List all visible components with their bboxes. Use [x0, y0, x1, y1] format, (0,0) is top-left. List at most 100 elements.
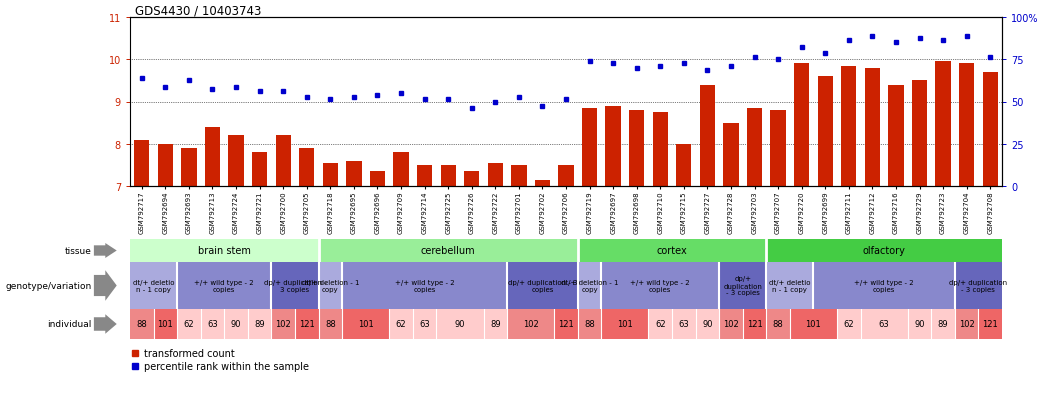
Bar [130, 240, 319, 262]
Bar [134, 140, 149, 187]
Bar [700, 85, 715, 187]
Bar [464, 172, 479, 187]
Bar [224, 309, 248, 339]
Bar [954, 262, 1002, 309]
Text: tissue: tissue [65, 247, 92, 255]
Bar [983, 73, 998, 187]
Bar [299, 149, 315, 187]
Bar [177, 309, 201, 339]
Text: dp/+
duplication
- 3 copies: dp/+ duplication - 3 copies [723, 276, 762, 296]
Text: 102: 102 [723, 320, 739, 329]
Text: 89: 89 [490, 320, 500, 329]
Text: dt/+ deletio
n - 1 copy: dt/+ deletio n - 1 copy [769, 279, 811, 292]
Bar [841, 66, 857, 187]
Bar [766, 240, 1002, 262]
Text: +/+ wild type - 2
copies: +/+ wild type - 2 copies [195, 279, 254, 292]
Text: dt/+ deletion - 1
copy: dt/+ deletion - 1 copy [301, 279, 359, 292]
Text: 63: 63 [678, 320, 689, 329]
Bar [157, 145, 173, 187]
Text: 101: 101 [157, 320, 173, 329]
Bar [652, 113, 668, 187]
Text: +/+ wild type - 2
copies: +/+ wild type - 2 copies [630, 279, 690, 292]
Text: 62: 62 [396, 320, 406, 329]
Bar [577, 309, 601, 339]
Text: 89: 89 [938, 320, 948, 329]
Text: dp/+ duplication - 3
copies: dp/+ duplication - 3 copies [507, 279, 577, 292]
Bar [319, 309, 342, 339]
Text: 63: 63 [419, 320, 430, 329]
Bar [483, 309, 507, 339]
Bar [295, 309, 319, 339]
Bar [719, 309, 743, 339]
Bar [932, 309, 954, 339]
Text: 90: 90 [231, 320, 242, 329]
Bar [648, 309, 672, 339]
Text: 62: 62 [183, 320, 194, 329]
Text: cortex: cortex [656, 246, 688, 256]
FancyArrow shape [94, 243, 117, 259]
Bar [959, 64, 974, 187]
Text: GDS4430 / 10403743: GDS4430 / 10403743 [135, 5, 262, 18]
Bar [413, 309, 437, 339]
Text: 102: 102 [275, 320, 291, 329]
FancyArrow shape [94, 271, 117, 301]
Bar [719, 262, 766, 309]
Text: 101: 101 [617, 320, 632, 329]
Bar [437, 309, 483, 339]
Text: dp/+ duplication -
3 copies: dp/+ duplication - 3 copies [264, 279, 326, 292]
Bar [766, 262, 814, 309]
Bar [672, 309, 696, 339]
Bar [747, 109, 762, 187]
Text: 121: 121 [983, 320, 998, 329]
Text: individual: individual [47, 320, 92, 329]
Bar [865, 69, 880, 187]
Bar [390, 309, 413, 339]
Text: 121: 121 [559, 320, 574, 329]
Text: 121: 121 [747, 320, 763, 329]
FancyArrow shape [94, 314, 117, 334]
Bar [766, 309, 790, 339]
Text: 88: 88 [585, 320, 595, 329]
Text: 62: 62 [655, 320, 666, 329]
Bar [629, 111, 644, 187]
Bar [577, 262, 601, 309]
Text: 62: 62 [843, 320, 854, 329]
Bar [696, 309, 719, 339]
Bar [601, 262, 719, 309]
Bar [581, 109, 597, 187]
Bar [130, 262, 177, 309]
Bar [201, 309, 224, 339]
Bar [512, 166, 526, 187]
Bar [888, 85, 903, 187]
Bar [441, 166, 455, 187]
Bar [507, 309, 554, 339]
Bar [743, 309, 766, 339]
Bar [978, 309, 1002, 339]
Bar [153, 309, 177, 339]
Bar [554, 309, 577, 339]
Bar [323, 164, 338, 187]
Bar [252, 153, 268, 187]
Bar [601, 309, 648, 339]
Text: +/+ wild type - 2
copies: +/+ wild type - 2 copies [395, 279, 454, 292]
Bar [130, 309, 153, 339]
Text: 63: 63 [207, 320, 218, 329]
Text: percentile rank within the sample: percentile rank within the sample [144, 361, 308, 371]
Bar [417, 166, 432, 187]
Text: transformed count: transformed count [144, 348, 234, 358]
Text: 102: 102 [959, 320, 974, 329]
Bar [605, 107, 621, 187]
Bar [394, 153, 408, 187]
Bar [342, 262, 507, 309]
Bar [861, 309, 908, 339]
Bar [275, 136, 291, 187]
Bar [814, 262, 954, 309]
Text: 88: 88 [137, 320, 147, 329]
Bar [577, 240, 766, 262]
Text: 101: 101 [805, 320, 821, 329]
Bar [794, 64, 810, 187]
Text: dp/+ duplication
- 3 copies: dp/+ duplication - 3 copies [949, 279, 1008, 292]
Bar [177, 262, 271, 309]
Bar [837, 309, 861, 339]
Text: 121: 121 [299, 320, 315, 329]
